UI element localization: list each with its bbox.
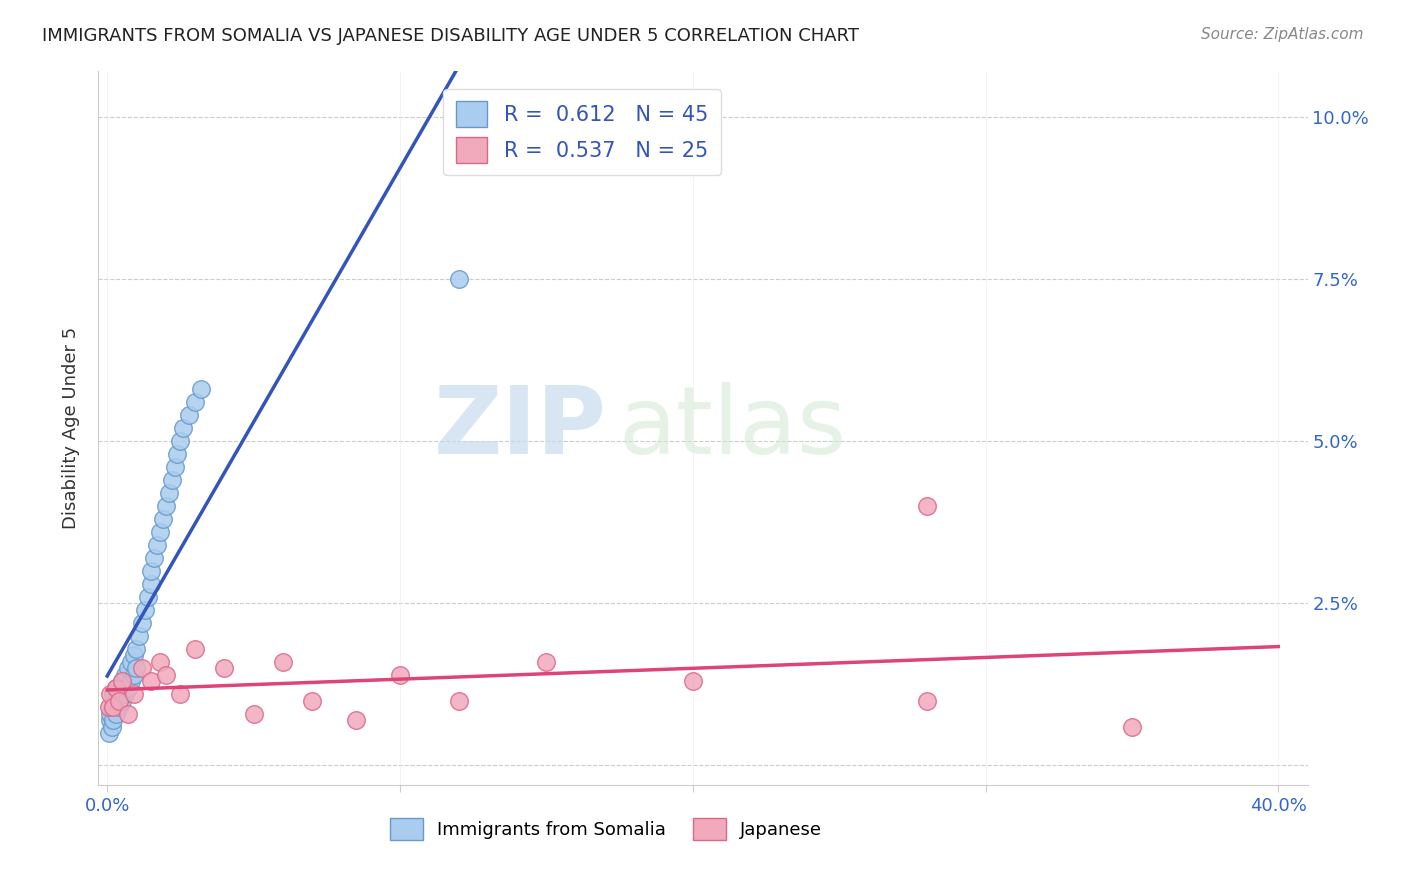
Point: [242, 706, 264, 721]
Point: [131, 615, 153, 630]
Point: [536, 655, 558, 669]
Point: [98, 687, 121, 701]
Text: atlas: atlas: [619, 382, 846, 475]
Point: [101, 700, 124, 714]
Point: [120, 655, 142, 669]
Point: [104, 706, 127, 721]
Point: [301, 693, 323, 707]
Point: [111, 674, 134, 689]
Point: [1121, 720, 1143, 734]
Point: [152, 512, 174, 526]
Text: IMMIGRANTS FROM SOMALIA VS JAPANESE DISABILITY AGE UNDER 5 CORRELATION CHART: IMMIGRANTS FROM SOMALIA VS JAPANESE DISA…: [42, 27, 859, 45]
Point: [388, 667, 411, 681]
Point: [447, 693, 470, 707]
Point: [139, 674, 162, 689]
Point: [108, 700, 131, 714]
Point: [125, 641, 148, 656]
Point: [101, 700, 124, 714]
Point: [100, 700, 122, 714]
Point: [117, 661, 139, 675]
Point: [155, 667, 177, 681]
Point: [139, 577, 162, 591]
Point: [166, 447, 188, 461]
Point: [108, 687, 131, 701]
Point: [122, 648, 145, 663]
Point: [271, 655, 294, 669]
Text: ZIP: ZIP: [433, 382, 606, 475]
Point: [163, 460, 186, 475]
Point: [131, 661, 153, 675]
Point: [97, 726, 120, 740]
Point: [169, 434, 191, 449]
Point: [98, 713, 121, 727]
Point: [447, 272, 470, 286]
Point: [160, 473, 183, 487]
Point: [111, 693, 134, 707]
Text: Source: ZipAtlas.com: Source: ZipAtlas.com: [1201, 27, 1364, 42]
Point: [157, 486, 180, 500]
Point: [111, 674, 134, 689]
Point: [143, 550, 166, 565]
Point: [190, 382, 212, 396]
Point: [172, 421, 194, 435]
Point: [179, 408, 201, 422]
Point: [98, 706, 121, 721]
Point: [104, 693, 127, 707]
Y-axis label: Disability Age Under 5: Disability Age Under 5: [62, 327, 80, 529]
Point: [104, 681, 127, 695]
Point: [122, 687, 145, 701]
Point: [155, 499, 177, 513]
Point: [101, 687, 124, 701]
Point: [146, 538, 169, 552]
Point: [149, 524, 172, 539]
Point: [915, 499, 938, 513]
Legend: Immigrants from Somalia, Japanese: Immigrants from Somalia, Japanese: [382, 811, 830, 847]
Point: [344, 713, 367, 727]
Point: [120, 674, 142, 689]
Point: [134, 603, 156, 617]
Point: [101, 713, 124, 727]
Point: [682, 674, 704, 689]
Point: [136, 590, 159, 604]
Point: [104, 681, 127, 695]
Point: [117, 681, 139, 695]
Point: [128, 629, 150, 643]
Point: [97, 700, 120, 714]
Point: [114, 687, 136, 701]
Point: [149, 655, 172, 669]
Point: [100, 720, 122, 734]
Point: [117, 706, 139, 721]
Point: [122, 667, 145, 681]
Point: [169, 687, 191, 701]
Point: [125, 661, 148, 675]
Point: [139, 564, 162, 578]
Point: [108, 693, 131, 707]
Point: [214, 661, 236, 675]
Point: [915, 693, 938, 707]
Point: [184, 395, 207, 409]
Point: [184, 641, 207, 656]
Point: [114, 667, 136, 681]
